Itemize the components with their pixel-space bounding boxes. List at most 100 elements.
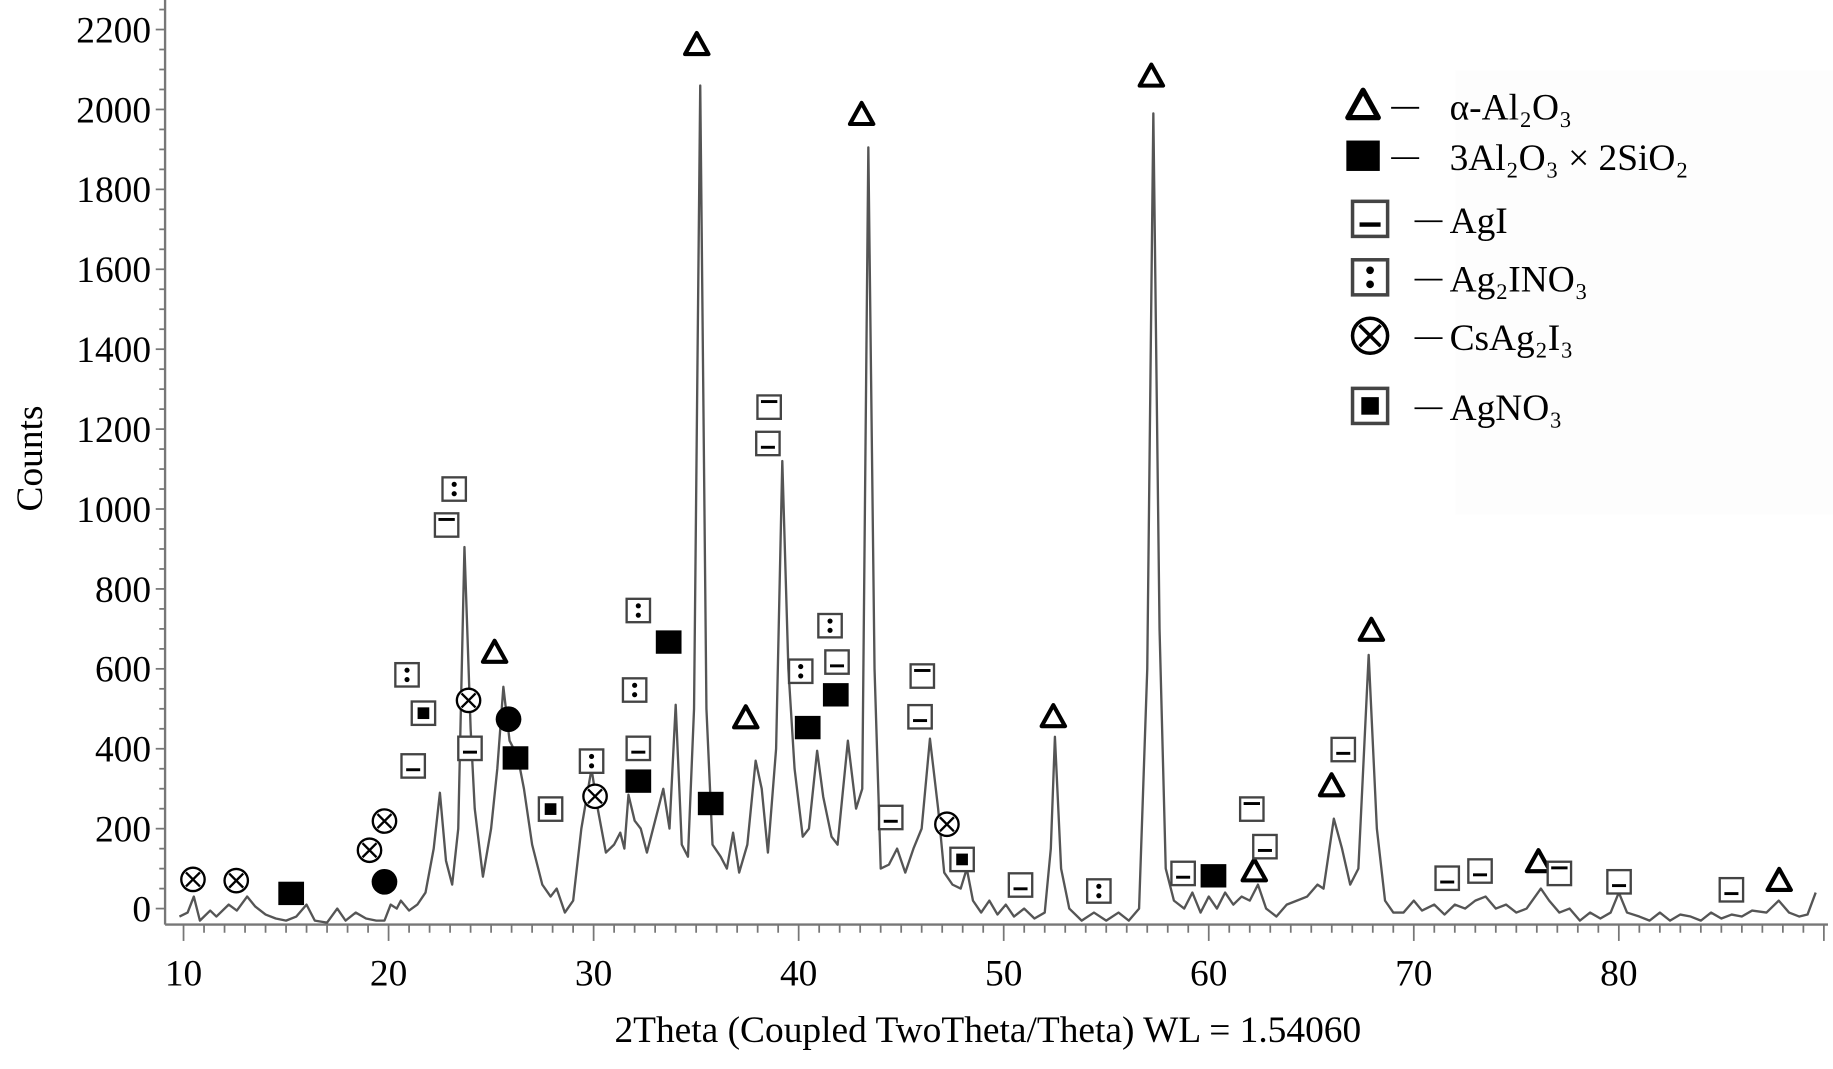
x-tick-label: 40 bbox=[780, 953, 817, 994]
bar-shape bbox=[760, 445, 775, 449]
cross-shape bbox=[228, 872, 245, 889]
bar-shape bbox=[438, 517, 455, 521]
triangle-shape bbox=[847, 100, 876, 127]
box-bar-top-icon bbox=[433, 512, 460, 538]
box-shape bbox=[817, 612, 843, 639]
dot-shape bbox=[632, 682, 638, 688]
triangle-shape bbox=[732, 704, 760, 730]
y-tick-label: 800 bbox=[95, 570, 151, 611]
bar-shape bbox=[1257, 848, 1272, 852]
legend-item: CsAg₂I₃ bbox=[1350, 316, 1574, 359]
bar-shape bbox=[883, 819, 898, 823]
box-shape bbox=[1252, 833, 1278, 860]
box-shape bbox=[877, 804, 904, 831]
box-bar-icon bbox=[1170, 860, 1196, 887]
box-dots-icon bbox=[1085, 878, 1112, 904]
triangle-icon bbox=[1137, 62, 1166, 88]
legend-label: 3Al₂O₃ × 2SiO₂ bbox=[1450, 138, 1689, 179]
y-tick-label: 1600 bbox=[76, 250, 151, 291]
box-shape bbox=[1467, 858, 1493, 884]
box-shape bbox=[1238, 796, 1265, 822]
box-shape bbox=[756, 394, 782, 420]
x-tick-label: 70 bbox=[1395, 953, 1432, 994]
dot-shape bbox=[827, 618, 833, 624]
square-shape bbox=[697, 791, 724, 816]
dot-shape bbox=[632, 692, 638, 698]
box-shape bbox=[1085, 878, 1112, 904]
box-shape bbox=[907, 703, 933, 730]
triangle-shape bbox=[1137, 62, 1166, 88]
legend-item: α-Al₂O₃ bbox=[1345, 87, 1572, 129]
box-bar-icon bbox=[1434, 865, 1461, 892]
y-tick-label: 600 bbox=[95, 650, 151, 691]
box-shape bbox=[394, 661, 420, 688]
square-shape bbox=[625, 769, 652, 793]
box-shape bbox=[1606, 868, 1632, 895]
triangle-shape bbox=[1039, 703, 1068, 729]
box-bar-icon bbox=[1350, 199, 1390, 239]
cross-shape bbox=[587, 788, 603, 805]
axes: 10 20 30 40 50 60 70 80020040060080010001200140… bbox=[76, 0, 1828, 994]
circle-shape bbox=[495, 706, 522, 733]
box-square-icon bbox=[537, 796, 564, 822]
x-axis-title: 2Theta (Coupled TwoTheta/Theta) WL = 1.5… bbox=[614, 1010, 1361, 1051]
dot-shape bbox=[451, 481, 457, 487]
dot-shape bbox=[798, 663, 804, 670]
box-square-icon bbox=[1350, 386, 1390, 426]
legend-item: AgNO₃ bbox=[1350, 386, 1562, 429]
y-tick-label: 1800 bbox=[76, 170, 151, 211]
filled-square-icon bbox=[697, 791, 724, 816]
cross-shape bbox=[939, 816, 955, 833]
legend-label: CsAg₂I₃ bbox=[1450, 318, 1574, 359]
x-tick-label: 30 bbox=[575, 953, 612, 994]
box-bar-icon bbox=[824, 649, 850, 675]
circle-cross-icon bbox=[180, 866, 206, 893]
square-shape bbox=[278, 881, 305, 906]
dot-shape bbox=[635, 612, 641, 618]
cross-shape bbox=[1358, 324, 1382, 348]
cross-shape bbox=[376, 813, 393, 829]
bar-shape bbox=[1612, 884, 1627, 888]
triangle-icon bbox=[1240, 857, 1269, 883]
triangle-shape bbox=[683, 30, 711, 57]
box-bar-top-icon bbox=[1546, 860, 1573, 887]
x-tick-label: 50 bbox=[985, 953, 1022, 994]
triangle-shape bbox=[1765, 866, 1793, 893]
x-tick-label: 20 bbox=[370, 953, 407, 994]
legend-item: Ag₂INO₃ bbox=[1350, 258, 1588, 300]
y-tick-label: 200 bbox=[95, 810, 151, 851]
series-line bbox=[178, 84, 1817, 924]
filled-square-icon bbox=[655, 630, 682, 654]
dot-shape bbox=[588, 753, 595, 760]
triangle-icon bbox=[1317, 772, 1346, 798]
dot-shape bbox=[1096, 883, 1102, 889]
y-tick-label: 2200 bbox=[76, 10, 151, 51]
triangle-shape bbox=[1345, 87, 1381, 121]
box-shape bbox=[1718, 876, 1745, 903]
box-shape bbox=[1350, 199, 1390, 239]
diffraction-curve bbox=[178, 84, 1817, 924]
legend-item: 3Al₂O₃ × 2SiO₂ bbox=[1346, 138, 1688, 179]
bar-shape bbox=[1336, 751, 1351, 755]
square-shape bbox=[502, 746, 529, 770]
triangle-shape bbox=[1524, 848, 1553, 874]
bar-shape bbox=[1359, 222, 1381, 227]
box-bar-icon bbox=[625, 735, 652, 762]
cross-shape bbox=[361, 842, 378, 859]
filled-square-icon bbox=[625, 769, 652, 793]
box-shape bbox=[441, 476, 468, 502]
inner-square-shape bbox=[956, 853, 968, 866]
bar-shape bbox=[913, 719, 928, 723]
square-shape bbox=[655, 630, 682, 654]
box-bar-icon bbox=[1252, 833, 1278, 860]
box-bar-icon bbox=[755, 430, 781, 457]
inner-square-shape bbox=[1361, 397, 1379, 415]
box-shape bbox=[400, 753, 427, 779]
inner-square-shape bbox=[417, 707, 430, 720]
bar-shape bbox=[1243, 802, 1260, 805]
cross-shape bbox=[460, 692, 477, 709]
triangle-icon bbox=[732, 704, 760, 730]
triangle-icon bbox=[847, 100, 876, 127]
dot-shape bbox=[1366, 266, 1374, 275]
triangle-shape bbox=[1357, 616, 1386, 642]
